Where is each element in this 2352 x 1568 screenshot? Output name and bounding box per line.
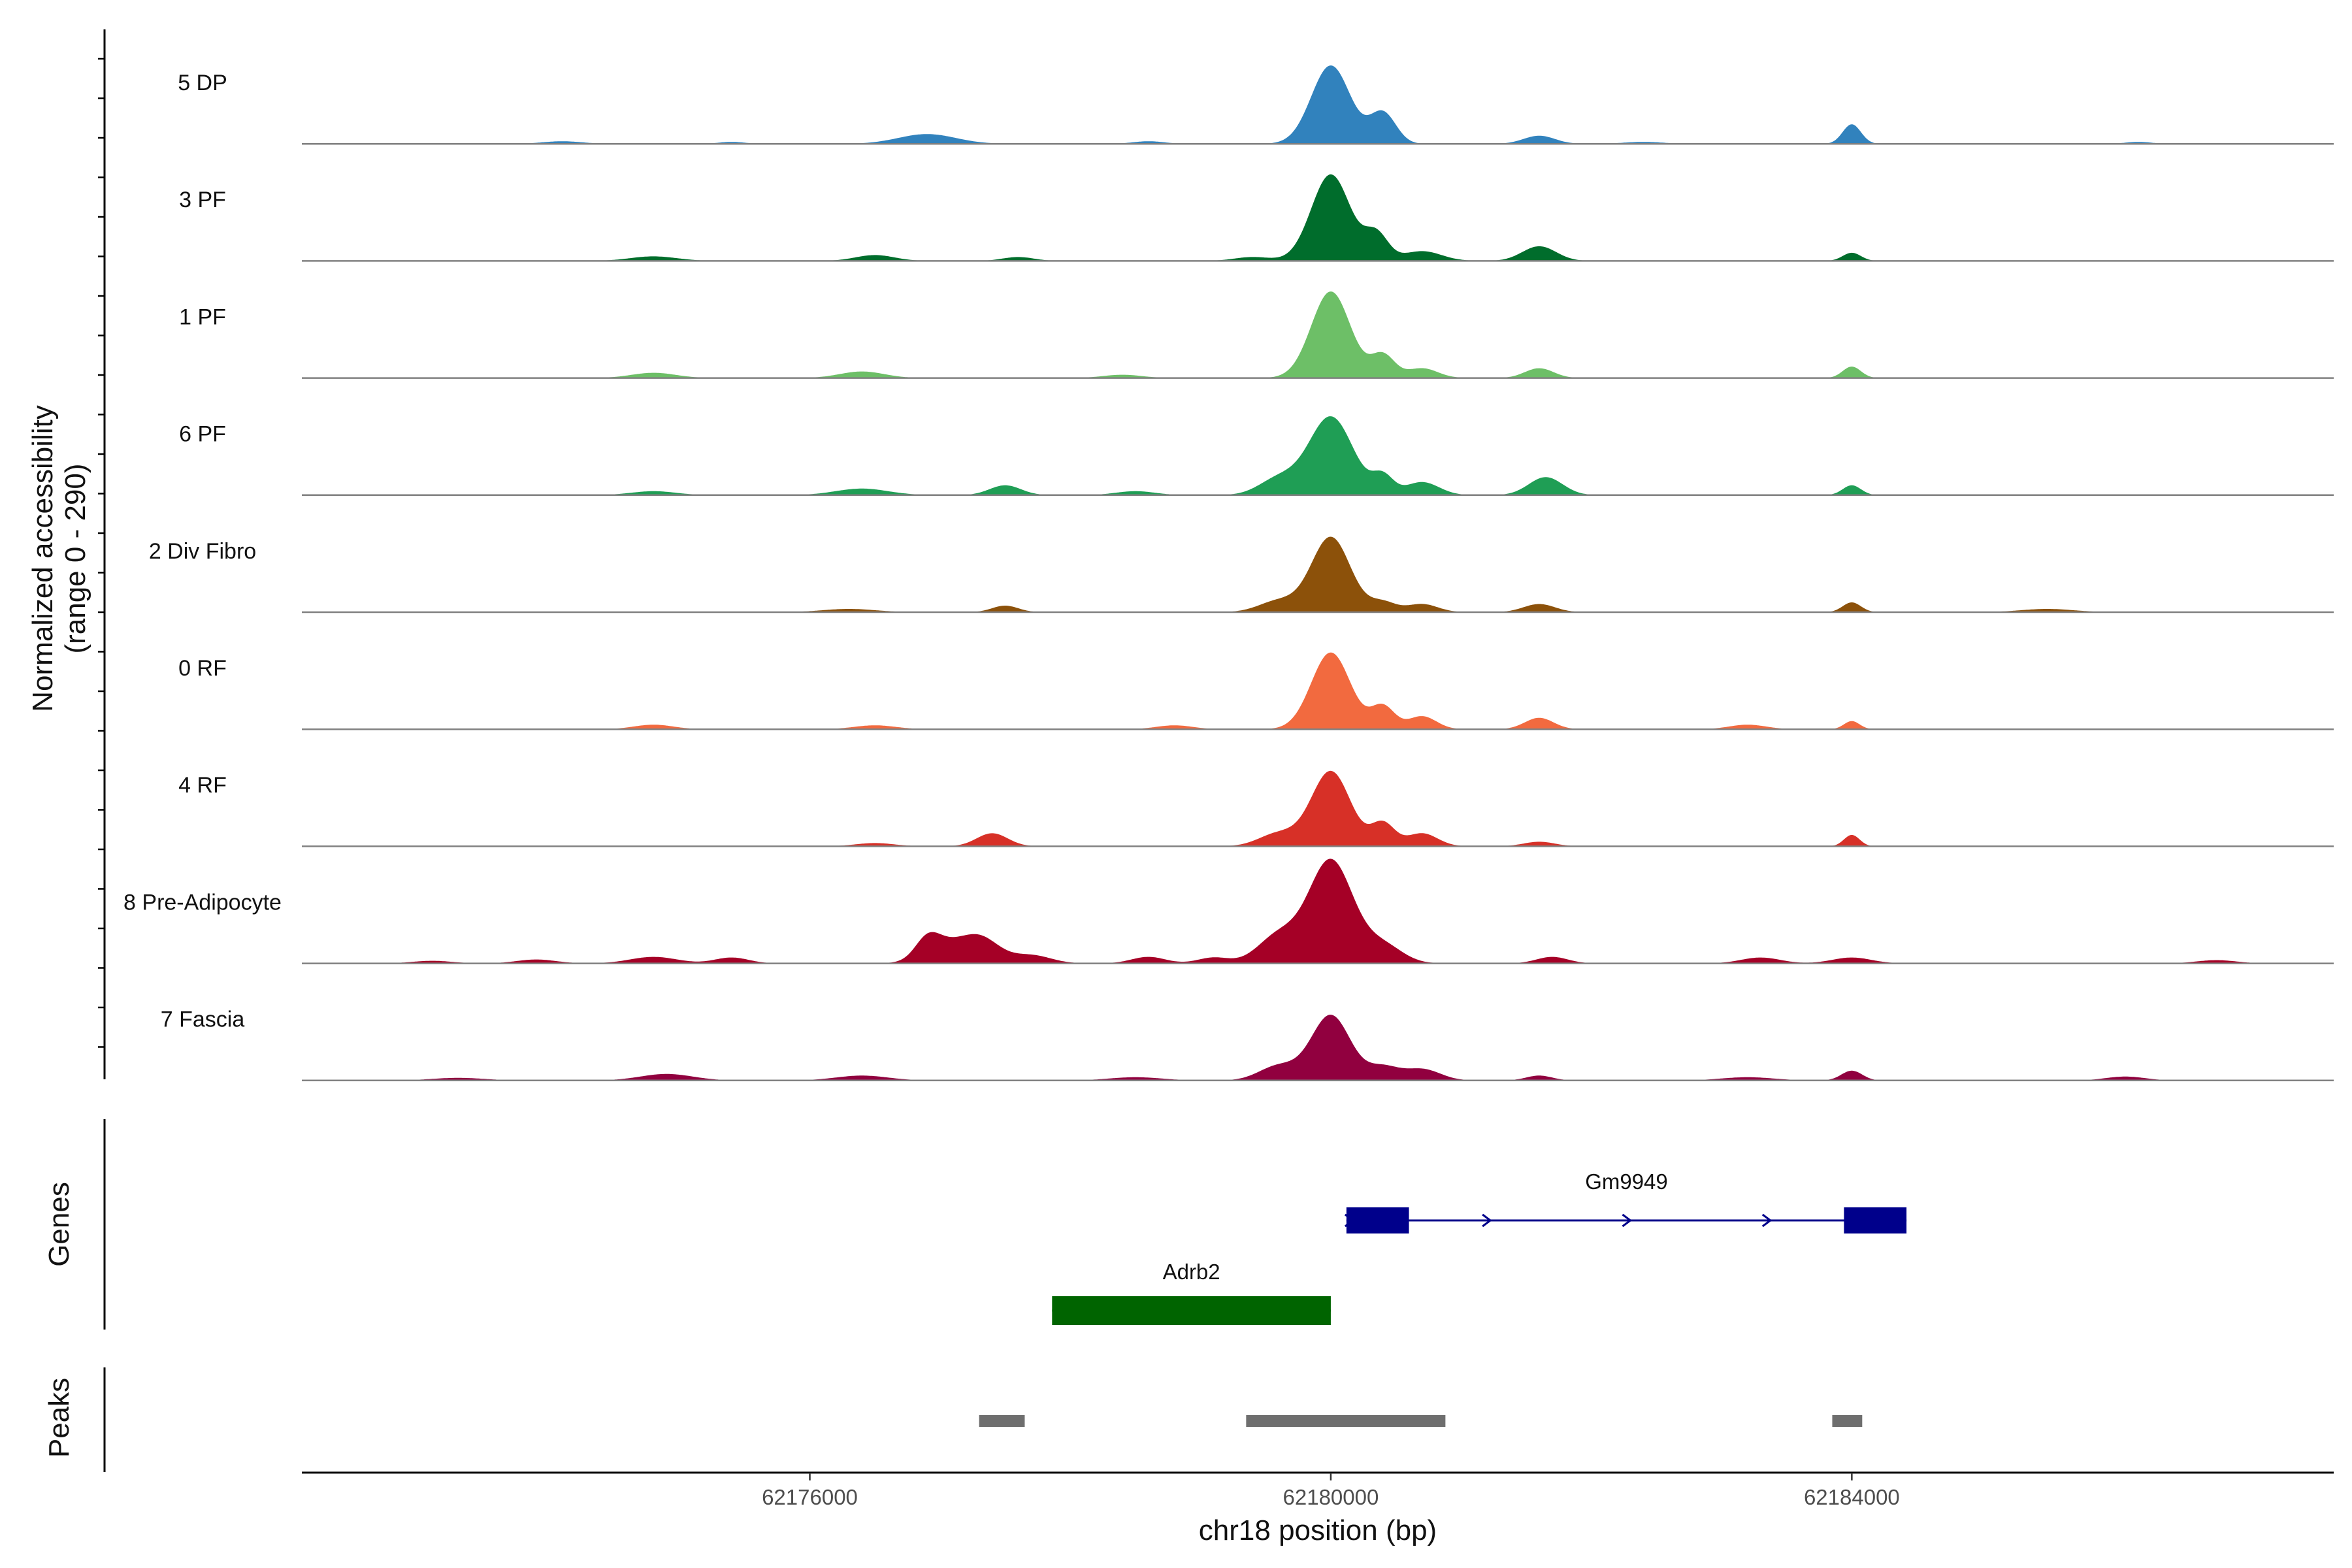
gene-label: Gm9949 bbox=[1585, 1169, 1668, 1194]
x-tick-label: 62176000 bbox=[762, 1485, 858, 1509]
strand-arrow bbox=[1482, 1213, 1492, 1228]
coverage-tracks: 5 DP 3 PF 1 PF 6 PF 2 Div Fibro 0 RF 4 RF 8 Pre… bbox=[123, 65, 2334, 1082]
y-axis-title-line1: Normalized accessibility bbox=[27, 405, 59, 711]
gene-label: Adrb2 bbox=[1163, 1260, 1220, 1284]
track-label: 3 PF bbox=[179, 188, 226, 212]
track-label: 2 Div Fibro bbox=[149, 539, 256, 564]
peak-region bbox=[1246, 1415, 1446, 1427]
gene-annotation-panel: Gm9949 Adrb2 bbox=[1052, 1169, 1907, 1325]
signal-area bbox=[302, 770, 2334, 847]
track-5-dp: 5 DP bbox=[178, 65, 2334, 145]
gene-exon bbox=[1052, 1296, 1331, 1325]
track-6-pf: 6 PF bbox=[179, 416, 2334, 497]
x-tick-label: 62180000 bbox=[1283, 1485, 1379, 1509]
signal-area bbox=[302, 174, 2334, 261]
track-7-fascia: 7 Fascia bbox=[161, 1007, 2334, 1082]
signal-area bbox=[302, 65, 2334, 144]
signal-area bbox=[302, 1015, 2334, 1081]
gene-adrb2: Adrb2 bbox=[1052, 1260, 1331, 1325]
gene-exon bbox=[1844, 1207, 1907, 1233]
track-label: 1 PF bbox=[179, 304, 226, 329]
signal-area bbox=[302, 652, 2334, 730]
track-label: 8 Pre-Adipocyte bbox=[123, 890, 282, 915]
track-label: 5 DP bbox=[178, 71, 227, 95]
signal-area bbox=[302, 536, 2334, 612]
peak-region bbox=[979, 1415, 1025, 1427]
genes-panel-title: Genes bbox=[43, 1182, 75, 1267]
gene-exon bbox=[1346, 1207, 1409, 1233]
track-label: 7 Fascia bbox=[161, 1007, 245, 1032]
peak-regions-panel bbox=[979, 1415, 1863, 1427]
x-axis-ticks: 62176000 62180000 62184000 bbox=[762, 1473, 1900, 1509]
signal-area bbox=[302, 858, 2334, 964]
coverage-y-ticks bbox=[98, 57, 105, 1048]
x-axis-title: chr18 position (bp) bbox=[1199, 1514, 1437, 1546]
strand-arrow bbox=[1761, 1213, 1772, 1228]
peaks-panel-title: Peaks bbox=[43, 1378, 75, 1458]
track-label: 6 PF bbox=[179, 422, 226, 447]
track-0-rf: 0 RF bbox=[178, 652, 2334, 730]
x-tick-label: 62184000 bbox=[1804, 1485, 1900, 1509]
signal-area bbox=[302, 416, 2334, 495]
signal-area bbox=[302, 291, 2334, 378]
track-label: 0 RF bbox=[178, 656, 227, 681]
track-label: 4 RF bbox=[178, 773, 227, 798]
strand-arrow bbox=[1622, 1213, 1632, 1228]
track-1-pf: 1 PF bbox=[179, 291, 2334, 379]
track-2-div-fibro: 2 Div Fibro bbox=[149, 536, 2334, 613]
gene-gm9949: Gm9949 bbox=[1344, 1169, 1907, 1233]
track-8-pre-adipocyte: 8 Pre-Adipocyte bbox=[123, 858, 2334, 964]
track-4-rf: 4 RF bbox=[178, 770, 2334, 847]
peak-region bbox=[1832, 1415, 1863, 1427]
y-axis-title-line2: (range 0 - 290) bbox=[59, 463, 91, 653]
track-3-pf: 3 PF bbox=[179, 174, 2334, 262]
